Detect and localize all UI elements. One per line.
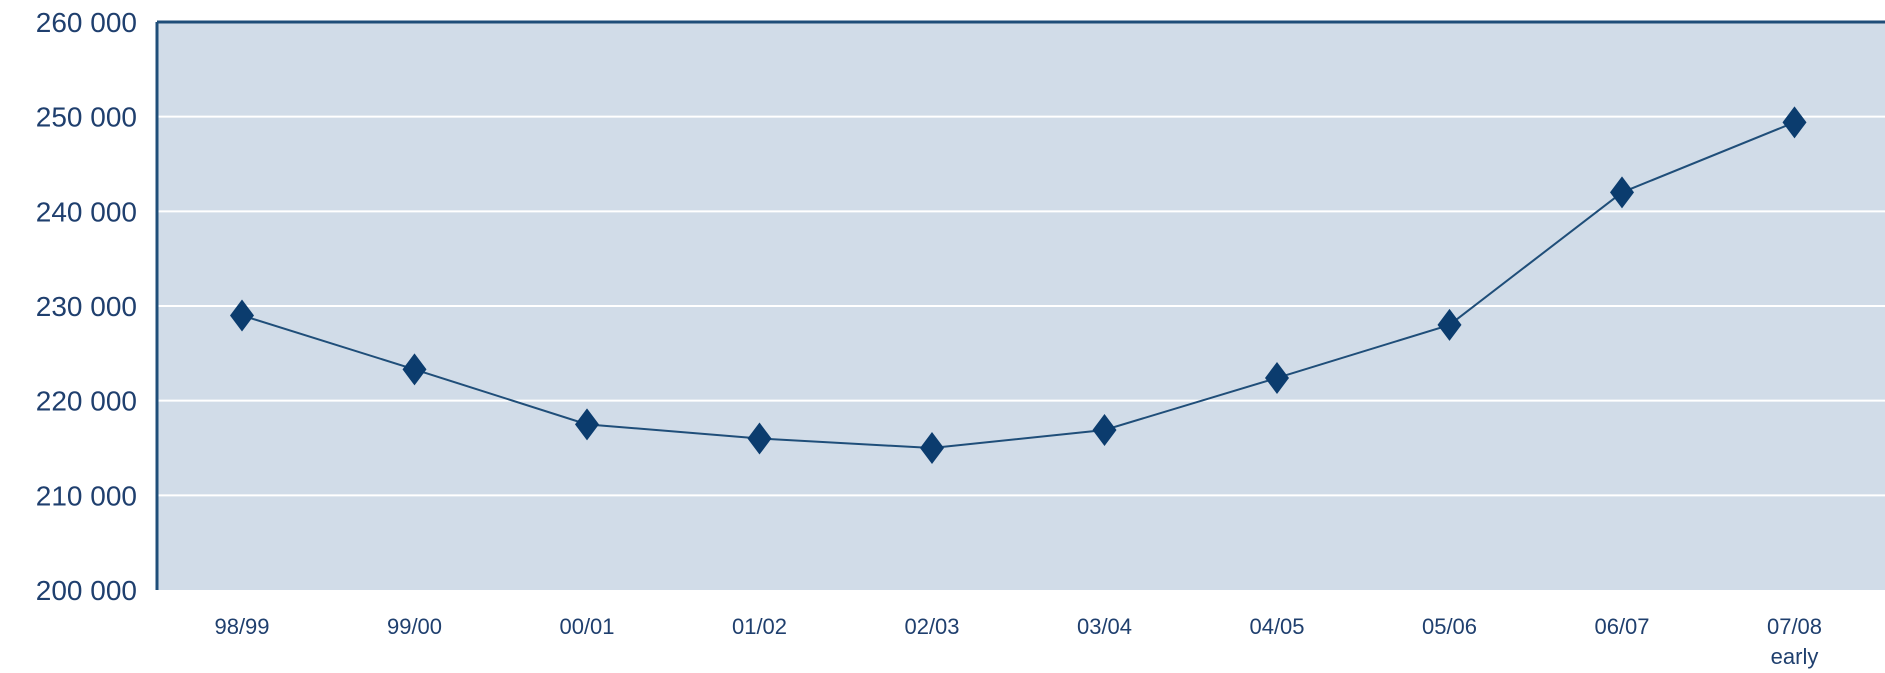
data-point-marker <box>747 422 772 455</box>
data-point-marker <box>230 299 254 332</box>
x-tick-label: 00/01 <box>559 614 614 639</box>
axes <box>155 20 1885 590</box>
data-point-marker <box>1610 176 1634 209</box>
x-tick-label: 01/02 <box>732 614 787 639</box>
x-tick-label: 02/03 <box>904 614 959 639</box>
x-tick-label: 99/00 <box>387 614 442 639</box>
y-tick-label: 250 000 <box>36 102 137 133</box>
y-axis-ticks: 200 000 210 000 220 000 230 000 240 000 250 0… <box>36 7 137 606</box>
x-tick-label: 05/06 <box>1422 614 1477 639</box>
data-point-marker <box>1437 308 1462 341</box>
y-tick-label: 200 000 <box>36 575 137 606</box>
x-tick-label: 04/05 <box>1249 614 1304 639</box>
x-tick-label: 06/07 <box>1594 614 1649 639</box>
y-tick-label: 240 000 <box>36 196 137 227</box>
series-markers <box>230 106 1807 464</box>
x-tick-label: 07/08 <box>1767 614 1822 639</box>
y-tick-label: 260 000 <box>36 7 137 38</box>
data-point-marker <box>1782 106 1807 139</box>
y-tick-label: 220 000 <box>36 386 137 417</box>
x-tick-sublabel: early <box>1771 644 1819 669</box>
data-point-marker <box>920 432 944 464</box>
data-line <box>241 121 1795 450</box>
data-point-marker <box>402 353 427 386</box>
data-point-marker <box>575 408 599 441</box>
y-tick-label: 210 000 <box>36 480 137 511</box>
data-point-marker <box>1265 361 1289 394</box>
x-tick-label: 03/04 <box>1077 614 1132 639</box>
x-tick-label: 98/99 <box>214 614 269 639</box>
y-tick-label: 230 000 <box>36 291 137 322</box>
series-line <box>241 121 1795 450</box>
data-point-marker <box>1092 414 1117 447</box>
x-axis-ticks: 98/99 99/00 00/01 01/02 02/03 03/04 04/05 05/06… <box>214 614 1822 669</box>
